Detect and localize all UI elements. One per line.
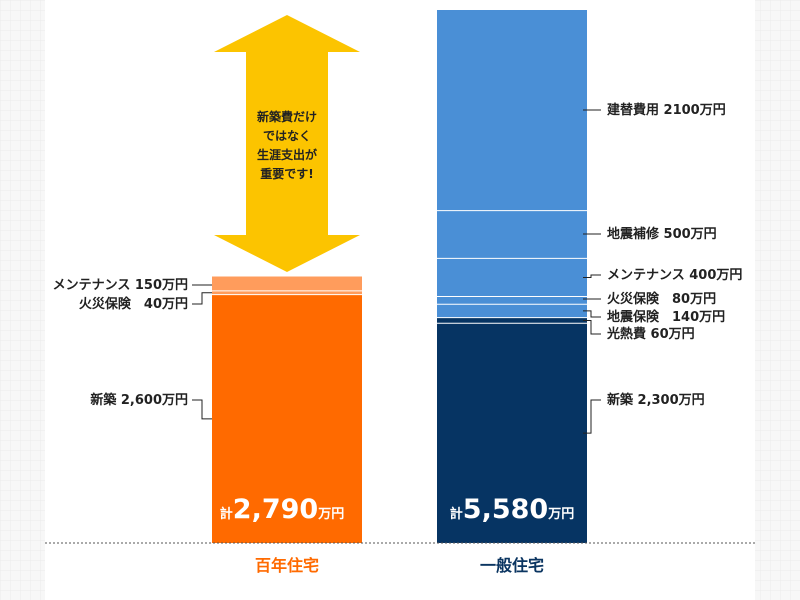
bar-segment-ippan-5 [437,210,587,259]
total-unit: 万円 [547,507,574,522]
bar-segment-ippan-2 [437,304,587,318]
bar-segment-ippan-4 [437,258,587,297]
bar-segment-ippan-3 [437,296,587,305]
segment-label-ippan-1: 光熱費 60万円 [606,326,695,342]
callout-line-1: 新築費だけ [257,109,317,124]
total-prefix: 計 [220,506,233,522]
total-unit: 万円 [317,507,344,522]
total-ippan: 計5,580万円 [450,494,574,525]
leader-line-ippan-2 [583,310,601,318]
segment-label-hyakunen-4: メンテナンス 150万円 [53,278,188,293]
callout-line-2: ではなく [263,129,311,143]
callout-arrow: 新築費だけ ではなく 生涯支出が 重要です! [214,15,360,272]
segment-label-hyakunen-0: 新築 2,600万円 [90,392,188,408]
category-label-ippan: 一般住宅 [480,556,544,575]
segment-label-ippan-6: 建替費用 2100万円 [607,102,726,118]
segment-label-ippan-5: 地震補修 500万円 [607,226,717,242]
total-prefix: 計 [450,506,463,522]
total-value-ippan: 5,580 [463,494,548,525]
bar-segment-ippan-1 [437,317,587,324]
segment-label-ippan-0: 新築 2,300万円 [607,392,705,408]
double-arrow-icon [214,15,360,272]
bar-ippan [437,10,587,543]
bar-hyakunen [212,276,362,543]
segment-label-ippan-2: 地震保険 140万円 [607,309,725,325]
callout-line-3: 生涯支出が [257,147,317,162]
bar-segment-hyakunen-4 [212,276,362,291]
plot-background [45,0,755,600]
leader-line-ippan-1 [583,319,601,335]
background-grid-right [755,0,800,600]
bar-segment-ippan-6 [437,10,587,211]
bar-segment-ippan-0 [437,323,587,543]
leader-line-hyakunen-0 [192,399,212,420]
leader-line-ippan-4 [583,274,601,278]
total-value-hyakunen: 2,790 [233,494,318,525]
leader-line-hyakunen-3 [192,292,212,305]
segment-label-ippan-4: メンテナンス 400万円 [607,268,742,283]
category-label-hyakunen: 百年住宅 [255,556,319,575]
leader-line-ippan-0 [583,399,601,434]
segment-label-hyakunen-3: 火災保険 40万円 [79,296,188,312]
segment-label-ippan-3: 火災保険 80万円 [607,291,716,307]
bar-segment-hyakunen-3 [212,290,362,295]
background-grid-left [0,0,45,600]
total-hyakunen: 計2,790万円 [220,494,344,525]
bar-segment-hyakunen-0 [212,294,362,543]
callout-line-4: 重要です! [260,166,313,181]
